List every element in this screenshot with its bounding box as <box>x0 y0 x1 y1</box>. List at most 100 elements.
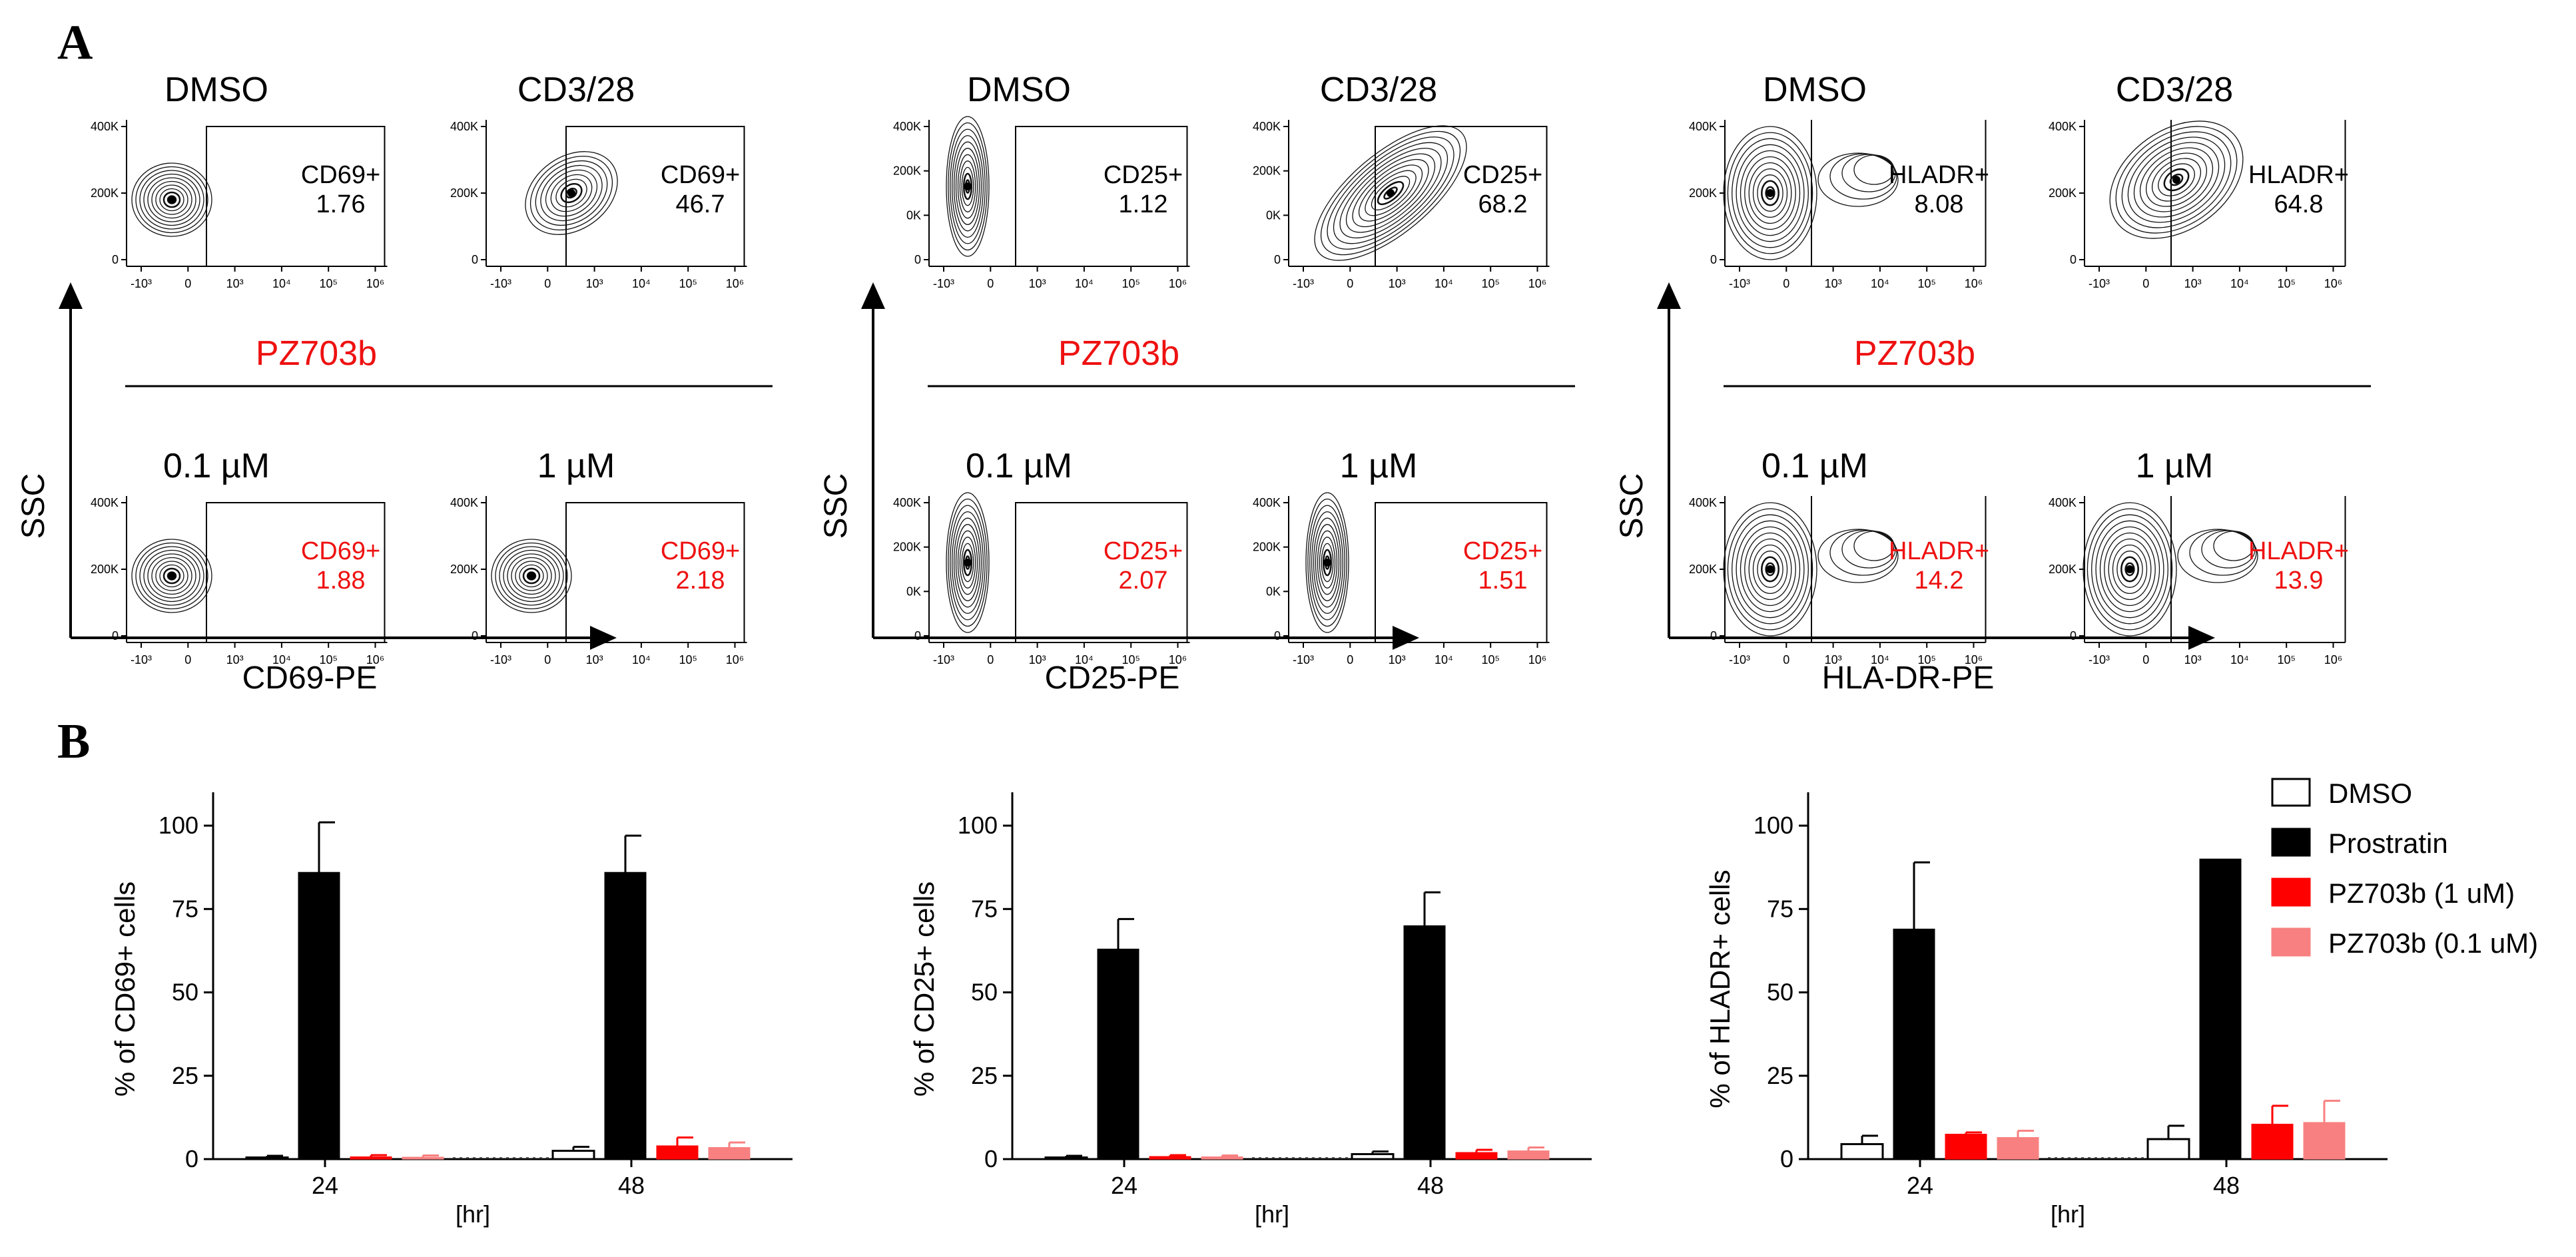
contour-ring <box>1752 544 1788 595</box>
y-tick-label: 400K <box>91 496 119 509</box>
bar-y-tick-label: 100 <box>958 812 998 839</box>
contour-ring <box>1307 498 1347 627</box>
gate-box <box>1375 126 1548 267</box>
contour-density <box>491 539 572 613</box>
contour-ring <box>495 542 568 610</box>
contour-ring <box>1744 156 1796 230</box>
contour-ring <box>961 166 974 206</box>
gate-value: 64.8 <box>2274 190 2324 218</box>
gate-value: 13.9 <box>2274 567 2324 595</box>
contour-ring <box>162 567 181 585</box>
x-tick-label: 10⁵ <box>1917 277 1935 290</box>
x-tick-label: 10⁵ <box>1481 277 1499 290</box>
x-axis-arrow-head <box>590 626 617 650</box>
bar-ylabel: % of HLADR+ cells <box>1704 870 1736 1108</box>
contour-tail <box>1841 154 1896 192</box>
contour-ring <box>1723 502 1817 636</box>
contour-ring <box>1333 142 1449 244</box>
x-tick-label: 10³ <box>1389 653 1406 666</box>
contour-ring <box>515 561 548 591</box>
bar-0-3 <box>402 1156 444 1160</box>
contour-tail <box>1853 154 1895 185</box>
x-axis-arrow-head <box>2188 626 2215 650</box>
legend-swatch-1 <box>2271 778 2311 807</box>
y-tick-label: 0 <box>112 253 119 266</box>
contour-tail <box>1829 529 1897 576</box>
bar-0-0 <box>245 1156 289 1160</box>
bracket-label: PZ703b <box>1058 334 1179 373</box>
gate-name: CD25+ <box>1104 161 1183 189</box>
contour-ring <box>2145 152 2208 207</box>
contour-tail <box>2189 529 2257 576</box>
gate-name: CD69+ <box>661 161 740 189</box>
legend-label-3: PZ703b (1 uM) <box>2328 878 2515 909</box>
y-tick-label: 0 <box>2070 629 2077 642</box>
contour-ring <box>491 539 572 613</box>
gate-name: CD69+ <box>301 161 380 189</box>
contour-density <box>1305 492 1349 633</box>
gate-name: CD69+ <box>301 537 380 565</box>
x-tick-label: -10³ <box>131 277 152 290</box>
y-tick-label: 200K <box>893 541 921 554</box>
bar-1-1 <box>604 872 647 1160</box>
contour-ring <box>1757 174 1783 212</box>
contour-core <box>1766 189 1774 197</box>
y-tick-label: 400K <box>1689 496 1717 509</box>
y-tick-label: 400K <box>450 496 478 509</box>
contour-ring <box>1732 138 1809 248</box>
x-tick-label: 10⁵ <box>1917 653 1935 666</box>
x-tick-label: 10³ <box>1389 277 1406 290</box>
legend-swatch-2 <box>2271 828 2311 857</box>
flow-plot-3-2: CD3/28 400K 200K 0 -10³ 0 10³ 10⁴ 10⁵ 10⁶ HLADR+64… <box>2049 71 2349 290</box>
legend-label-4: PZ703b (0.1 uM) <box>2328 927 2538 959</box>
contour-core <box>168 572 176 580</box>
contour-ring <box>535 160 608 226</box>
bar-x-tick-label: 48 <box>2213 1172 2240 1199</box>
contour-ring <box>1740 526 1801 613</box>
y-tick-label: 400K <box>450 120 478 133</box>
contour-ring <box>1352 158 1429 228</box>
bracket-label: PZ703b <box>1854 334 1975 373</box>
contour-ring <box>560 182 583 204</box>
contour-ring <box>1320 130 1461 256</box>
x-tick-label: 0 <box>1347 277 1353 290</box>
contour-ring <box>147 553 196 599</box>
x-tick-label: 10⁵ <box>319 277 337 290</box>
contour-ring <box>2169 173 2184 186</box>
flow-plot-2-2: CD3/28 400K 200K 0K 0 -10³ 0 10³ 10⁴ 10⁵ 10⁶ CD25+6… <box>1253 71 1550 290</box>
contour-ring <box>959 160 976 212</box>
gate-value: 1.51 <box>1478 567 1528 595</box>
x-axis-arrow-head <box>1393 626 1419 650</box>
bar-x-tick-label: 24 <box>1907 1172 1933 1199</box>
contour-ring <box>1732 514 1809 625</box>
y-tick-label: 0 <box>472 629 478 642</box>
contour-core <box>2126 565 2134 573</box>
contour-ring <box>135 542 208 610</box>
contour-ring <box>1752 168 1788 218</box>
contour-ring <box>946 492 990 633</box>
bar-y-tick-label: 75 <box>1767 895 1793 922</box>
x-tick-label: -10³ <box>490 277 511 290</box>
x-tick-label: -10³ <box>1293 653 1314 666</box>
y-tick-label: 400K <box>2049 120 2077 133</box>
contour-ring <box>1736 144 1805 242</box>
gate-name: CD25+ <box>1463 537 1542 565</box>
contour-core <box>1387 189 1395 197</box>
bar-1-2 <box>1455 1152 1498 1160</box>
contour-ring <box>2108 538 2152 601</box>
contour-ring <box>155 184 188 215</box>
x-tick-label: 10⁶ <box>1965 277 1983 290</box>
x-tick-label: 10⁶ <box>366 653 384 666</box>
contour-ring <box>499 546 564 606</box>
y-tick-label: 400K <box>893 120 921 133</box>
bar-1-3 <box>1507 1150 1550 1160</box>
x-tick-label: 10³ <box>586 653 603 666</box>
y-tick-label: 400K <box>1253 496 1281 509</box>
contour-ring <box>2120 556 2139 583</box>
bar-0-2 <box>350 1156 392 1160</box>
bar-y-tick-label: 0 <box>1780 1145 1793 1172</box>
contour-ring <box>1311 511 1343 615</box>
y-tick-label: 0K <box>906 208 921 222</box>
bar-chart-3: 0 25 50 75 100 % of HLADR+ cells 24 48 [hr] <box>1704 792 2388 1228</box>
gate-value: 1.76 <box>316 190 366 218</box>
